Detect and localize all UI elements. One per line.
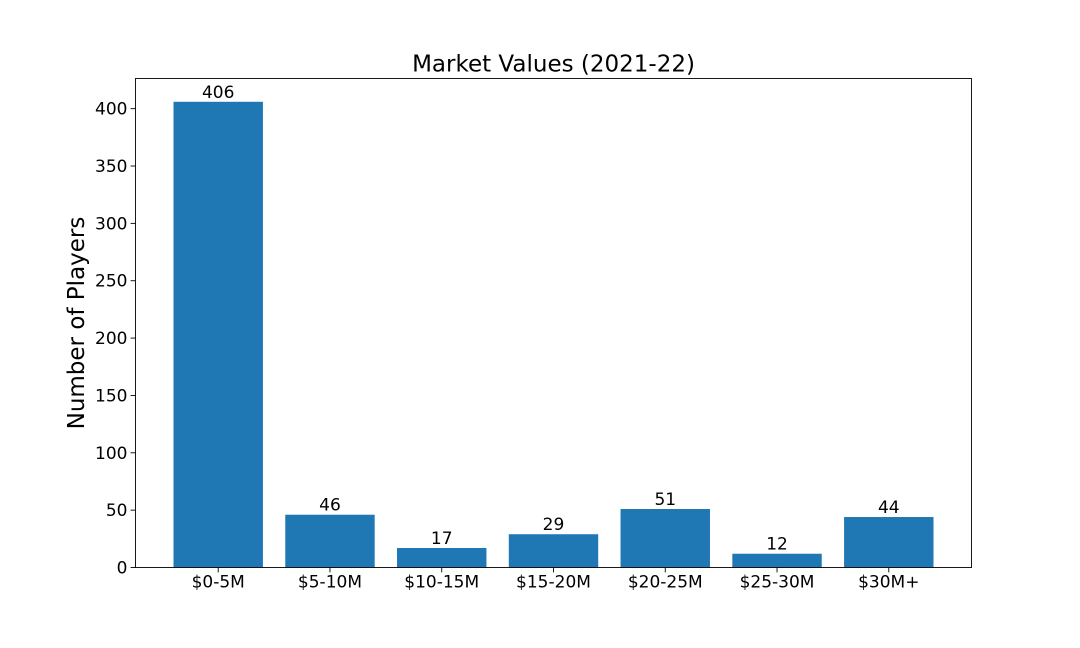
x-tick-label-5: $20-25M (628, 573, 703, 593)
x-tick-label-1: $0-5M (192, 573, 245, 593)
plot-area-frame (135, 78, 972, 568)
data-label-3: 17 (431, 529, 453, 549)
y-tick-label-8: 350 (95, 157, 127, 177)
bar-4 (508, 534, 599, 568)
data-label-1: 406 (202, 83, 234, 103)
x-tick-label-4: $15-20M (516, 573, 591, 593)
chart-title: Market Values (2021-22) (412, 52, 695, 78)
bars-group (173, 101, 934, 568)
data-label-4: 29 (543, 515, 565, 535)
bar-3 (397, 547, 487, 568)
y-tick-label-6: 250 (95, 272, 127, 292)
y-tick-label-4: 150 (95, 386, 127, 406)
x-tick-label-2: $5-10M (298, 573, 362, 593)
x-tick-label-3: $10-15M (404, 573, 479, 593)
bar-1 (173, 101, 263, 568)
y-tick-label-9: 400 (95, 100, 127, 120)
y-tick-label-7: 300 (95, 214, 127, 234)
y-tick-label-5: 200 (95, 329, 127, 349)
data-label-7: 44 (878, 498, 900, 518)
y-tick-label-3: 100 (95, 444, 127, 464)
x-tick-label-7: $30M+ (858, 573, 919, 593)
data-label-6: 12 (766, 535, 788, 555)
bar-7 (844, 517, 934, 568)
y-axis-ticks: 0 50 100 150 200 250 300 350 400 (95, 100, 136, 579)
data-label-5: 51 (654, 490, 676, 510)
y-tick-label-2: 50 (106, 501, 128, 521)
x-tick-label-6: $25-30M (740, 573, 815, 593)
bar-5 (620, 508, 710, 568)
data-labels-group: 406 46 17 29 51 12 44 (202, 83, 900, 555)
x-axis-ticks: $0-5M $5-10M $10-15M $15-20M $20-25M $25-30M $… (192, 567, 919, 593)
bar-6 (732, 553, 822, 568)
y-axis-label: Number of Players (64, 217, 90, 430)
data-label-2: 46 (319, 496, 341, 516)
bar-2 (285, 514, 375, 568)
y-tick-label-1: 0 (117, 559, 128, 579)
